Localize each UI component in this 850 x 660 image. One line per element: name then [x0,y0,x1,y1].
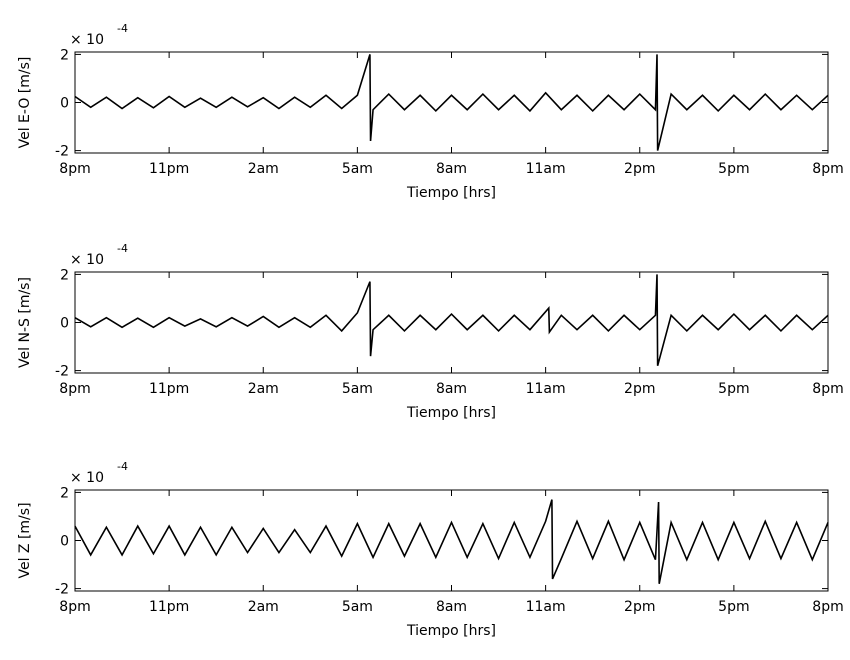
y-tick-label: 2 [60,47,69,63]
x-tick-label: 5pm [718,381,749,397]
y-multiplier-exponent: -4 [117,242,128,255]
x-tick-label: 5am [342,599,373,615]
x-tick-label: 2am [248,161,279,177]
y-multiplier: × 10 [70,32,104,48]
y-tick-label: 0 [60,96,69,112]
x-tick-label: 11am [526,161,566,177]
x-tick-label: 8pm [59,381,90,397]
x-tick-label: 8am [436,381,467,397]
data-line [74,54,829,151]
x-axis-label: Tiempo [hrs] [406,623,496,639]
data-line [74,499,829,584]
x-tick-label: 2pm [624,381,655,397]
y-multiplier-exponent: -4 [117,460,128,473]
x-axis-label: Tiempo [hrs] [406,405,496,421]
y-tick-label: -2 [55,364,69,380]
data-line [74,274,829,366]
y-tick-label: 0 [60,316,69,332]
x-tick-label: 11am [526,599,566,615]
y-multiplier: × 10 [70,252,104,268]
x-tick-label: 8am [436,599,467,615]
y-tick-label: 2 [60,485,69,501]
x-tick-label: 11am [526,381,566,397]
y-tick-label: 2 [60,267,69,283]
x-tick-label: 8pm [812,161,843,177]
x-tick-label: 8pm [59,161,90,177]
x-tick-label: 5am [342,161,373,177]
x-tick-label: 2pm [624,161,655,177]
y-tick-label: 0 [60,534,69,550]
x-tick-label: 8pm [812,599,843,615]
x-tick-label: 8pm [59,599,90,615]
axes-frame [74,489,829,592]
x-tick-label: 5pm [718,599,749,615]
y-tick-label: -2 [55,144,69,160]
y-axis-label: Vel Z [m/s] [17,502,33,578]
y-multiplier-exponent: -4 [117,22,128,35]
y-tick-label: -2 [55,582,69,598]
x-tick-label: 11pm [149,381,189,397]
axes-frame [74,51,829,154]
y-multiplier: × 10 [70,470,104,486]
x-tick-label: 5pm [718,161,749,177]
x-tick-label: 8am [436,161,467,177]
y-axis-label: Vel N-S [m/s] [17,277,33,368]
axes-frame [74,271,829,374]
x-tick-label: 2am [248,599,279,615]
x-tick-label: 11pm [149,161,189,177]
x-tick-label: 8pm [812,381,843,397]
y-axis-label: Vel E-O [m/s] [17,57,33,149]
x-axis-label: Tiempo [hrs] [406,185,496,201]
x-tick-label: 2pm [624,599,655,615]
x-tick-label: 5am [342,381,373,397]
x-tick-label: 11pm [149,599,189,615]
x-tick-label: 2am [248,381,279,397]
